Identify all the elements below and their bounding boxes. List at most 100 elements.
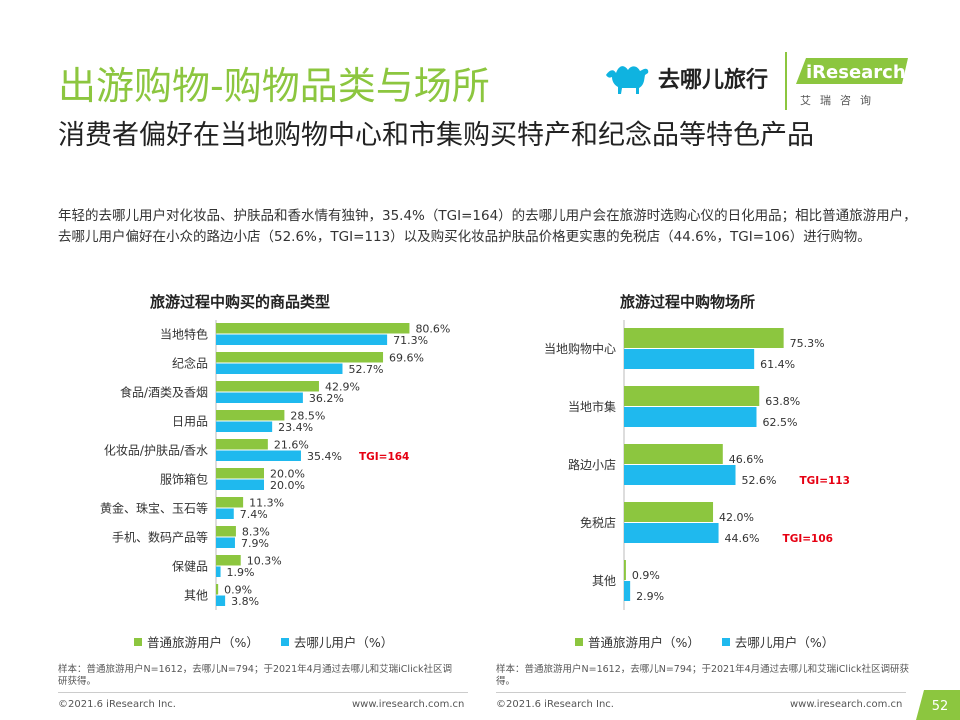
left-footer-copyright: ©2021.6 iResearch Inc. (58, 699, 176, 710)
left-legend-item-qunar: 去哪儿用户（%） (280, 632, 394, 651)
page-subtitle: 消费者偏好在当地购物中心和市集购买特产和纪念品等特色产品 (58, 120, 814, 151)
right-legend-item-qunar: 去哪儿用户（%） (721, 632, 835, 651)
right-chart: 当地购物中心 75.3% 61.4% 当地市集 63.8% 62.5% 路边小店 46.6% 5… (544, 320, 850, 610)
left-legend-item-general: 普通旅游用户（%） (134, 632, 259, 651)
data-label: 20.0% (270, 468, 305, 481)
legend-swatch-green (134, 637, 142, 646)
data-label: 0.9% (632, 569, 660, 582)
data-label: 62.5% (763, 416, 798, 429)
right-legend: 普通旅游用户（%） 去哪儿用户（%） (575, 632, 856, 651)
data-label: 42.0% (719, 511, 754, 524)
data-label: 75.3% (790, 337, 825, 350)
left-chart: 当地特色 80.6%71.3% 纪念品 69.6% 52.7% 食品/酒类及香烟 42.9%… (100, 320, 450, 610)
bar-general (216, 468, 264, 479)
right-chart-title: 旅游过程中购物场所 (620, 293, 756, 311)
logo-divider (785, 52, 787, 110)
bar-general (216, 439, 268, 450)
bar-qunar (216, 537, 235, 548)
data-label: 7.9% (241, 537, 269, 550)
category-label: 保健品 (172, 560, 208, 574)
data-label: 2.9% (636, 590, 664, 603)
qunar-logo: 去哪儿旅行 (604, 56, 768, 100)
iresearch-subname: 艾瑞咨询 (800, 94, 880, 107)
left-chart-title: 旅游过程中购买的商品类型 (150, 293, 331, 311)
category-label: 手机、数码产品等 (112, 530, 208, 545)
bar-qunar (216, 421, 273, 432)
iresearch-name: iResearch (806, 62, 906, 83)
bar-qunar (624, 581, 631, 601)
data-label: 52.6% (742, 474, 777, 487)
category-label: 其他 (592, 574, 616, 588)
legend-label: 去哪儿用户（%） (734, 635, 835, 650)
bar-general (216, 323, 410, 334)
data-label: 35.4% (307, 450, 342, 463)
left-sample-note: 样本：普通旅游用户N=1612，去哪儿N=794；于2021年4月通过去哪儿和艾… (58, 664, 452, 687)
right-footer-url: www.iresearch.com.cn (790, 699, 903, 710)
data-label: 7.4% (240, 508, 268, 521)
data-label: 10.3% (247, 555, 282, 568)
data-label: 20.0% (270, 479, 305, 492)
bar-qunar (216, 595, 226, 606)
bar-qunar (216, 334, 388, 345)
legend-swatch-green (575, 637, 583, 646)
bar-general (216, 497, 244, 508)
category-label: 服饰箱包 (160, 472, 208, 487)
legend-label: 普通旅游用户（%） (588, 635, 700, 650)
bar-qunar (624, 349, 755, 369)
bar-qunar (216, 566, 221, 577)
data-label: 44.6% (725, 532, 760, 545)
category-label: 免税店 (580, 515, 616, 530)
bar-general (624, 444, 723, 464)
data-label: 61.4% (760, 358, 795, 371)
legend-label: 普通旅游用户（%） (147, 635, 259, 650)
right-footer-copyright: ©2021.6 iResearch Inc. (496, 699, 614, 710)
data-label: 42.9% (325, 381, 360, 394)
legend-swatch-blue (721, 637, 730, 646)
camel-icon (606, 66, 649, 94)
tgi-annotation: TGI=164 (359, 451, 409, 463)
category-label: 食品/酒类及香烟 (120, 385, 208, 400)
left-footer-url: www.iresearch.com.cn (352, 699, 465, 710)
data-label: 0.9% (224, 584, 252, 597)
data-label: 21.6% (274, 439, 309, 452)
bar-qunar (216, 392, 303, 403)
bar-general (216, 352, 384, 363)
category-label: 其他 (184, 589, 208, 603)
bar-general (216, 555, 241, 566)
bar-qunar (216, 508, 234, 519)
bar-general (216, 381, 319, 392)
legend-label: 去哪儿用户（%） (293, 635, 394, 650)
bar-general (216, 584, 219, 595)
right-footer-divider (496, 692, 906, 693)
page-number-badge: 52 (916, 690, 960, 720)
page-title: 出游购物-购物品类与场所 (58, 64, 490, 108)
category-label: 路边小店 (568, 457, 616, 472)
page-number: 52 (932, 699, 949, 714)
bar-general (624, 560, 626, 580)
bar-qunar (624, 407, 757, 427)
qunar-name: 去哪儿旅行 (658, 68, 769, 93)
data-label: 63.8% (765, 395, 800, 408)
data-label: 46.6% (729, 453, 764, 466)
legend-swatch-blue (280, 637, 289, 646)
data-label: 80.6% (415, 323, 450, 336)
bar-qunar (624, 465, 736, 485)
bar-qunar (216, 479, 264, 490)
page-description: 年轻的去哪儿用户对化妆品、护肤品和香水情有独钟，35.4%（TGI=164）的去… (58, 208, 917, 245)
bar-qunar (216, 363, 343, 374)
category-label: 当地购物中心 (544, 341, 616, 356)
category-label: 当地特色 (160, 327, 208, 342)
data-label: 36.2% (309, 392, 344, 405)
data-label: 52.7% (348, 363, 383, 376)
data-label: 11.3% (249, 497, 284, 510)
category-label: 日用品 (172, 415, 208, 429)
category-label: 黄金、珠宝、玉石等 (100, 501, 208, 516)
data-label: 8.3% (242, 526, 270, 539)
bar-qunar (624, 523, 719, 543)
bar-qunar (216, 450, 301, 461)
data-label: 69.6% (389, 352, 424, 365)
bar-general (624, 502, 714, 522)
data-label: 28.5% (290, 410, 325, 423)
iresearch-logo: iResearch (796, 58, 908, 84)
bar-general (624, 386, 760, 406)
